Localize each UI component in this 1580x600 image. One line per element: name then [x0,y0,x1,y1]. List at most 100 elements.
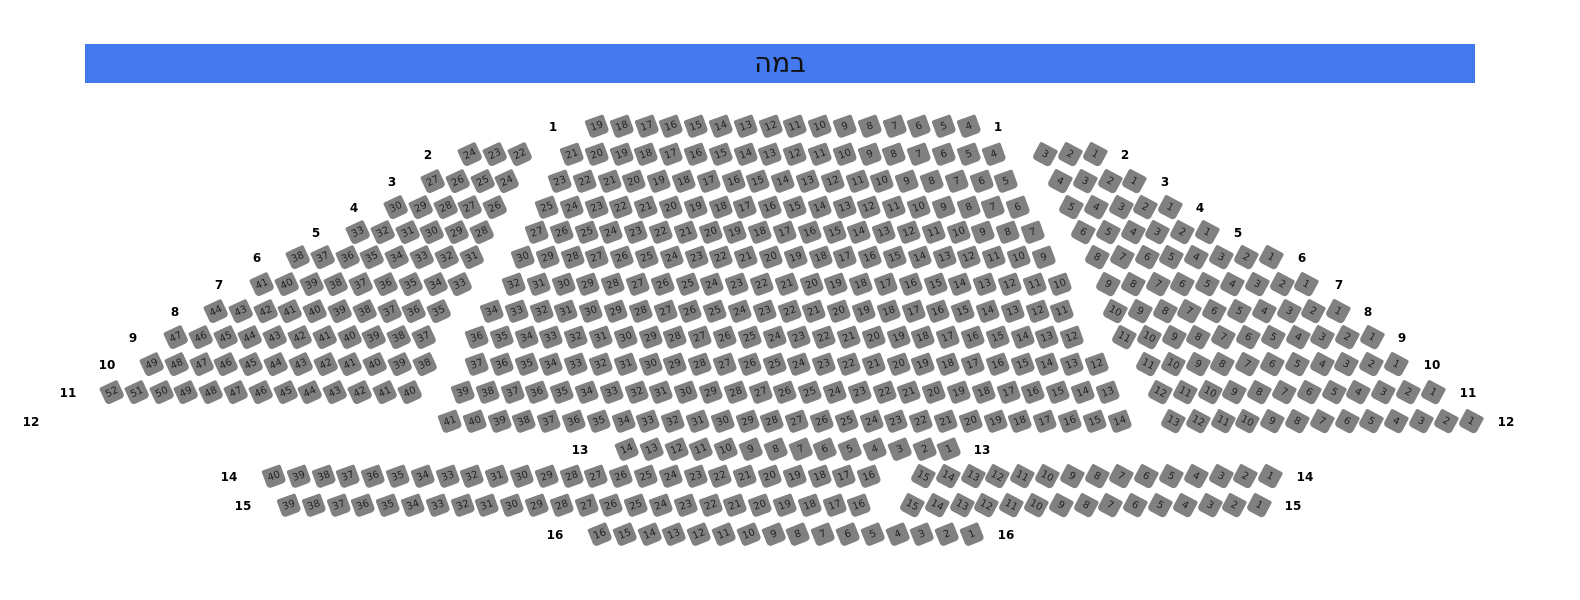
seat-row-14-7[interactable]: 7 [1108,463,1135,490]
seat-row-11-49[interactable]: 49 [173,379,200,406]
seat-row-13-10[interactable]: 10 [713,436,740,463]
seat-row-12-38[interactable]: 38 [511,409,538,434]
seat-row-8-13[interactable]: 13 [1000,299,1026,324]
seat-row-6-25[interactable]: 25 [634,245,660,270]
seat-row-8-30[interactable]: 30 [578,299,604,324]
seat-row-12-10[interactable]: 10 [1234,408,1261,435]
seat-row-11-52[interactable]: 52 [98,379,126,406]
seat-row-14-21[interactable]: 21 [732,464,758,489]
seat-row-5-13[interactable]: 13 [871,220,897,245]
seat-row-3-24[interactable]: 24 [494,168,521,195]
seat-row-6-15[interactable]: 15 [882,245,908,270]
seat-row-6-34[interactable]: 34 [384,244,411,271]
seat-row-5-12[interactable]: 12 [896,220,922,245]
seat-row-5-3[interactable]: 3 [1144,219,1171,246]
seat-row-12-9[interactable]: 9 [1258,408,1286,435]
seat-row-13-1[interactable]: 1 [936,436,963,463]
seat-row-12-17[interactable]: 17 [1032,409,1058,434]
seat-row-12-32[interactable]: 32 [660,409,686,434]
seat-row-10-2[interactable]: 2 [1357,351,1385,378]
seat-row-3-27[interactable]: 27 [419,168,447,195]
seat-row-5-24[interactable]: 24 [598,220,625,245]
seat-row-2-16[interactable]: 16 [683,142,709,167]
seat-row-8-23[interactable]: 23 [752,299,778,324]
seat-row-8-39[interactable]: 39 [326,298,354,325]
seat-row-5-28[interactable]: 28 [468,219,496,246]
seat-row-7-11[interactable]: 11 [1022,272,1048,297]
seat-row-12-18[interactable]: 18 [1007,409,1034,434]
seat-row-6-18[interactable]: 18 [807,245,834,270]
seat-row-6-36[interactable]: 36 [334,244,361,271]
seat-row-10-3[interactable]: 3 [1333,351,1360,378]
seat-row-10-9[interactable]: 9 [1184,351,1211,378]
seat-row-2-4[interactable]: 4 [980,142,1007,167]
seat-row-8-38[interactable]: 38 [351,298,378,325]
seat-row-15-6[interactable]: 6 [1121,492,1149,519]
seat-row-15-20[interactable]: 20 [747,493,773,518]
seat-row-12-13[interactable]: 13 [1159,408,1187,435]
seat-row-7-39[interactable]: 39 [298,271,325,298]
seat-row-5-1[interactable]: 1 [1193,219,1221,246]
seat-row-7-24[interactable]: 24 [699,272,726,297]
seat-row-12-24[interactable]: 24 [858,409,885,434]
seat-row-10-19[interactable]: 19 [910,352,937,377]
seat-row-11-40[interactable]: 40 [396,379,423,406]
seat-row-2-14[interactable]: 14 [732,142,759,167]
seat-row-9-6[interactable]: 6 [1234,324,1262,351]
seat-row-9-33[interactable]: 33 [538,325,565,350]
seat-row-7-8[interactable]: 8 [1119,271,1147,298]
seat-row-6-14[interactable]: 14 [907,245,933,270]
seat-row-7-5[interactable]: 5 [1193,271,1221,298]
seat-row-11-1[interactable]: 1 [1419,379,1447,406]
seat-row-2-13[interactable]: 13 [757,142,784,167]
seat-row-4-28[interactable]: 28 [432,194,459,221]
seat-row-4-30[interactable]: 30 [382,194,410,221]
seat-row-11-37[interactable]: 37 [499,380,526,405]
seat-row-3-6[interactable]: 6 [968,169,995,194]
seat-row-12-6[interactable]: 6 [1333,408,1360,435]
seat-row-14-15[interactable]: 15 [909,463,937,490]
seat-row-12-25[interactable]: 25 [834,409,860,434]
seat-row-8-21[interactable]: 21 [801,299,828,324]
seat-row-12-19[interactable]: 19 [982,409,1009,434]
seat-row-3-4[interactable]: 4 [1046,168,1074,195]
seat-row-11-47[interactable]: 47 [222,379,250,406]
seat-row-9-14[interactable]: 14 [1009,325,1036,350]
seat-row-15-13[interactable]: 13 [948,492,975,519]
seat-row-8-17[interactable]: 17 [900,299,927,324]
seat-row-14-13[interactable]: 13 [959,463,986,490]
seat-row-16-12[interactable]: 12 [686,521,713,548]
seat-row-11-13[interactable]: 13 [1095,380,1121,405]
seat-row-12-11[interactable]: 11 [1209,408,1236,435]
seat-row-6-12[interactable]: 12 [956,245,983,270]
seat-row-15-11[interactable]: 11 [997,492,1025,519]
seat-row-10-37[interactable]: 37 [464,352,490,377]
seat-row-9-11[interactable]: 11 [1110,324,1138,351]
seat-row-11-3[interactable]: 3 [1369,379,1397,406]
seat-row-8-15[interactable]: 15 [950,299,976,324]
seat-row-10-41[interactable]: 41 [337,351,364,378]
seat-row-7-28[interactable]: 28 [600,272,626,297]
seat-row-6-21[interactable]: 21 [733,245,759,270]
seat-row-9-12[interactable]: 12 [1059,325,1085,350]
seat-row-15-16[interactable]: 16 [846,493,873,518]
seat-row-7-14[interactable]: 14 [947,272,974,297]
seat-row-8-6[interactable]: 6 [1200,298,1228,325]
seat-row-12-8[interactable]: 8 [1283,408,1311,435]
seat-row-6-26[interactable]: 26 [609,245,635,270]
seat-row-10-16[interactable]: 16 [985,352,1011,377]
seat-row-16-3[interactable]: 3 [909,521,936,548]
seat-row-1-15[interactable]: 15 [683,114,709,139]
seat-row-14-27[interactable]: 27 [583,464,610,489]
seat-row-8-27[interactable]: 27 [652,299,679,324]
seat-row-12-27[interactable]: 27 [784,409,810,434]
seat-row-9-15[interactable]: 15 [985,325,1011,350]
seat-row-7-17[interactable]: 17 [873,272,899,297]
seat-row-7-31[interactable]: 31 [526,272,552,297]
seat-row-8-40[interactable]: 40 [302,298,329,325]
seat-row-10-5[interactable]: 5 [1283,351,1311,378]
seat-row-12-39[interactable]: 39 [486,409,513,434]
seat-row-14-19[interactable]: 19 [782,464,808,489]
seat-row-10-42[interactable]: 42 [312,351,339,378]
seat-row-2-24[interactable]: 24 [456,141,484,168]
